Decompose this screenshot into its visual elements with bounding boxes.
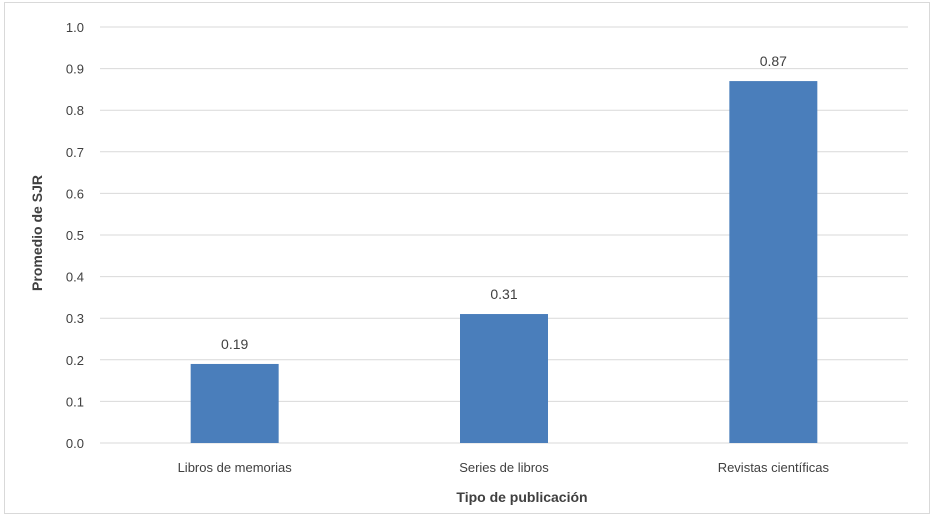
- y-tick-labels: 0.0 0.1 0.2 0.3 0.4 0.5 0.6 0.7 0.8 0.9 1.0: [66, 20, 84, 451]
- y-tick-label: 0.6: [66, 186, 84, 201]
- x-category-label: Series de libros: [459, 460, 549, 475]
- bars: [190, 81, 818, 443]
- data-label: 0.19: [221, 336, 248, 352]
- bar: [460, 314, 548, 443]
- y-tick-label: 0.3: [66, 311, 84, 326]
- y-tick-label: 1.0: [66, 20, 84, 35]
- bar: [190, 363, 279, 443]
- data-label: 0.87: [760, 53, 787, 69]
- x-category-labels: Libros de memorias Series de libros Revist…: [178, 460, 830, 475]
- y-tick-label: 0.2: [66, 353, 84, 368]
- bar: [729, 81, 818, 443]
- x-category-label: Revistas científicas: [718, 460, 830, 475]
- x-category-label: Libros de memorias: [178, 460, 293, 475]
- x-axis-title: Tipo de publicación: [456, 489, 587, 505]
- y-tick-label: 0.8: [66, 103, 84, 118]
- y-tick-label: 0.0: [66, 436, 84, 451]
- y-tick-label: 0.5: [66, 228, 84, 243]
- y-tick-label: 0.1: [66, 394, 84, 409]
- data-labels: 0.19 0.31 0.87: [221, 53, 787, 352]
- y-tick-label: 0.4: [66, 270, 84, 285]
- y-axis-title: Promedio de SJR: [29, 175, 45, 291]
- y-tick-label: 0.9: [66, 62, 84, 77]
- y-tick-label: 0.7: [66, 145, 84, 160]
- data-label: 0.31: [490, 286, 517, 302]
